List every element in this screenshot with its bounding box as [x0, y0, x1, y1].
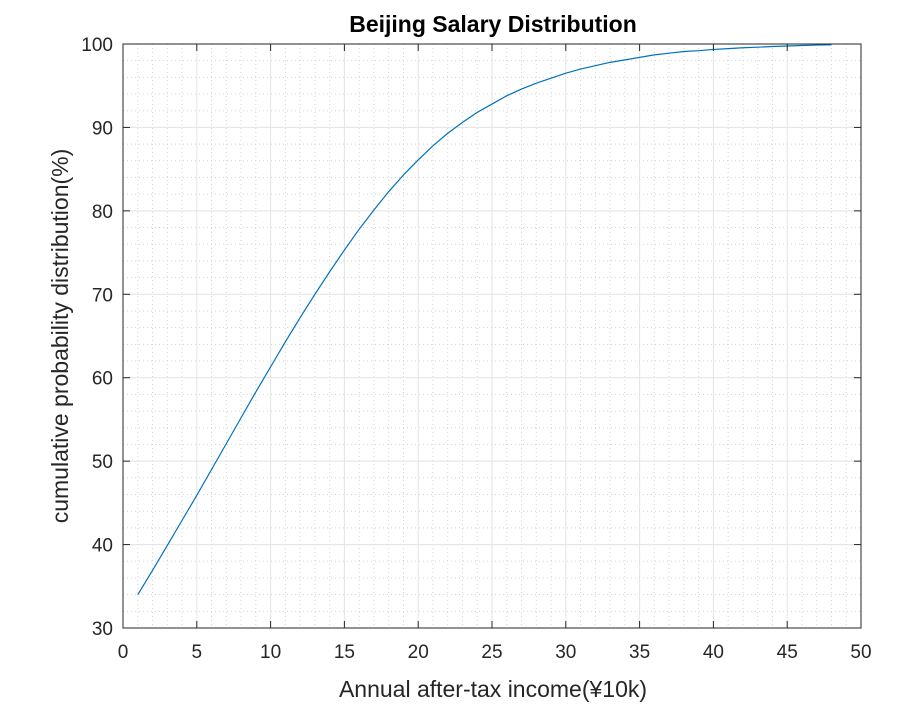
y-tick-label: 40 — [92, 536, 113, 557]
y-tick-label: 70 — [92, 285, 113, 306]
chart-title: Beijing Salary Distribution — [349, 11, 637, 37]
series-layer — [137, 44, 832, 595]
x-tick-label: 15 — [334, 642, 355, 663]
y-axis-label: cumulative probability distribution(%) — [47, 149, 73, 524]
x-tick-label: 0 — [118, 642, 129, 663]
x-tick-label: 40 — [703, 642, 724, 663]
y-tick-label: 100 — [81, 35, 113, 56]
x-axis-label: Annual after-tax income(¥10k) — [339, 676, 647, 702]
x-tick-label: 35 — [629, 642, 650, 663]
y-tick-label: 30 — [92, 619, 113, 640]
series-line-0 — [137, 44, 832, 595]
x-tick-label: 50 — [850, 642, 871, 663]
x-tick-label: 45 — [777, 642, 798, 663]
x-tick-label: 10 — [260, 642, 281, 663]
y-tick-label: 80 — [92, 202, 113, 223]
x-tick-labels: 0 5 10 15 20 25 30 35 40 45 50 — [118, 642, 872, 663]
x-tick-label: 5 — [192, 642, 203, 663]
x-tick-label: 25 — [481, 642, 502, 663]
y-tick-label: 90 — [92, 118, 113, 139]
axis-ticks — [122, 43, 862, 629]
y-tick-label: 50 — [92, 452, 113, 473]
x-tick-label: 20 — [408, 642, 429, 663]
y-tick-labels: 30 40 50 60 70 80 90 100 — [81, 35, 113, 640]
y-tick-label: 60 — [92, 369, 113, 390]
x-tick-label: 30 — [555, 642, 576, 663]
